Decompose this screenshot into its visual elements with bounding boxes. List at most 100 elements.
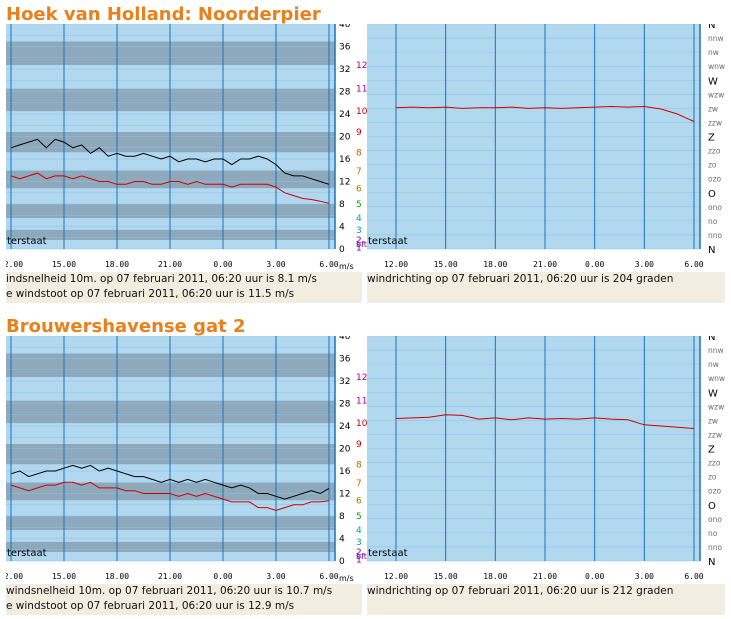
direction-tick-label: O [708, 501, 716, 512]
wind-speed-caption: indsnelheid 10m. op 07 februari 2011, 06… [6, 273, 317, 285]
bft-tick-label: 11 [356, 85, 367, 95]
bft-tick-label: 4 [356, 214, 362, 224]
bft-tick-label: 5 [356, 200, 362, 210]
bft-unit-label: bft [356, 552, 367, 561]
y-tick-label: 20 [339, 445, 351, 455]
direction-tick-label: O [708, 189, 716, 200]
x-tick-label: 21.00 [533, 260, 557, 269]
direction-tick-label: zo [708, 161, 717, 170]
wind-direction-caption-box: windrichting op 07 februari 2011, 06:20 … [367, 584, 725, 615]
x-tick-label: 0.00 [585, 260, 604, 269]
y-tick-label: 32 [339, 377, 350, 387]
bft-tick-label: 1 [356, 243, 362, 253]
direction-tick-label: no [708, 217, 718, 226]
direction-tick-label: wnw [708, 62, 725, 71]
overlay-text: terstaat [368, 236, 408, 247]
direction-tick-label: W [708, 388, 718, 399]
direction-tick-label: zw [708, 104, 718, 113]
bft-tick-label: 11 [356, 397, 367, 407]
wind-speed-chart: terstaat04812162024283236401234567891011… [6, 336, 367, 583]
direction-tick-label: zzw [708, 118, 722, 127]
x-tick-label: 21.00 [158, 572, 182, 581]
x-tick-label: 3.00 [266, 260, 285, 269]
wind-speed-series-line [10, 481, 330, 511]
y-tick-label: 36 [339, 355, 351, 365]
wind-speed-chart: terstaat04812162024283236401234567891011… [6, 24, 367, 271]
y-tick-label: 4 [339, 223, 345, 233]
y-tick-label: 16 [339, 467, 351, 477]
y-tick-label: 16 [339, 155, 351, 165]
ms-unit-label: m/s [339, 574, 354, 583]
direction-tick-label: ozo [708, 175, 722, 184]
y-tick-label: 40 [339, 336, 351, 342]
x-tick-label: 15.00 [52, 572, 76, 581]
direction-tick-label: N [708, 245, 715, 256]
x-tick-label: 3.00 [266, 572, 285, 581]
overlay-text: terstaat [368, 548, 408, 559]
station-title: Hoek van Holland: Noorderpier [6, 4, 321, 25]
bft-tick-label: 6 [356, 496, 362, 506]
x-tick-label: 0.00 [585, 572, 604, 581]
x-tick-label: 18.00 [483, 260, 507, 269]
ms-unit-label: m/s [339, 262, 354, 271]
bft-tick-label: 5 [356, 512, 362, 522]
direction-tick-label: nw [708, 48, 719, 57]
direction-tick-label: zw [708, 416, 718, 425]
direction-tick-label: zzw [708, 430, 722, 439]
direction-tick-label: wzw [708, 402, 724, 411]
wind-speed-caption-box: indsnelheid 10m. op 07 februari 2011, 06… [6, 272, 362, 303]
direction-tick-label: nw [708, 360, 719, 369]
y-tick-label: 28 [339, 400, 351, 410]
x-tick-label: 18.00 [483, 572, 507, 581]
x-tick-label: 12.00 [384, 572, 408, 581]
bft-tick-label: 12 [356, 373, 367, 383]
x-tick-label: 6.00 [684, 572, 703, 581]
bft-unit-label: bft [356, 240, 367, 249]
y-tick-label: 8 [339, 200, 345, 210]
wind-speed-caption: windsnelheid 10m. op 07 februari 2011, 0… [6, 585, 333, 597]
y-tick-label: 36 [339, 43, 351, 53]
y-tick-label: 32 [339, 65, 350, 75]
x-tick-label: 12.00 [6, 260, 23, 269]
wind-speed-series-line [10, 172, 330, 204]
y-tick-label: 40 [339, 24, 351, 30]
x-tick-label: 12.00 [384, 260, 408, 269]
bft-tick-label: 3 [356, 226, 362, 236]
bft-tick-label: 1 [356, 555, 362, 565]
x-tick-label: 12.00 [6, 572, 23, 581]
y-tick-label: 0 [339, 245, 345, 255]
bft-tick-label: 2 [356, 236, 362, 246]
direction-tick-label: zzo [708, 459, 721, 468]
x-tick-label: 18.00 [105, 260, 129, 269]
y-tick-label: 4 [339, 535, 345, 545]
direction-tick-label: zo [708, 473, 717, 482]
bft-tick-label: 7 [356, 167, 362, 177]
y-tick-label: 28 [339, 88, 351, 98]
x-tick-label: 0.00 [213, 572, 232, 581]
bft-tick-label: 4 [356, 526, 362, 536]
direction-tick-label: N [708, 24, 715, 31]
x-tick-label: 18.00 [105, 572, 129, 581]
x-tick-label: 0.00 [213, 260, 232, 269]
overlay-text: terstaat [7, 548, 47, 559]
direction-tick-label: nno [708, 543, 723, 552]
bft-tick-label: 9 [356, 128, 362, 138]
direction-tick-label: nnw [708, 34, 724, 43]
overlay-text: terstaat [7, 236, 47, 247]
bft-tick-label: 12 [356, 61, 367, 71]
wind-direction-caption-box: windrichting op 07 februari 2011, 06:20 … [367, 272, 725, 303]
direction-tick-label: W [708, 76, 718, 87]
gust-series-line [10, 464, 330, 500]
direction-tick-label: wzw [708, 90, 724, 99]
direction-tick-label: zzo [708, 147, 721, 156]
y-tick-label: 12 [339, 490, 350, 500]
direction-tick-label: ono [708, 515, 722, 524]
direction-tick-label: ono [708, 203, 722, 212]
direction-tick-label: nnw [708, 346, 724, 355]
direction-tick-label: ozo [708, 487, 722, 496]
x-tick-label: 15.00 [52, 260, 76, 269]
direction-tick-label: Z [708, 133, 715, 144]
direction-tick-label: no [708, 529, 718, 538]
